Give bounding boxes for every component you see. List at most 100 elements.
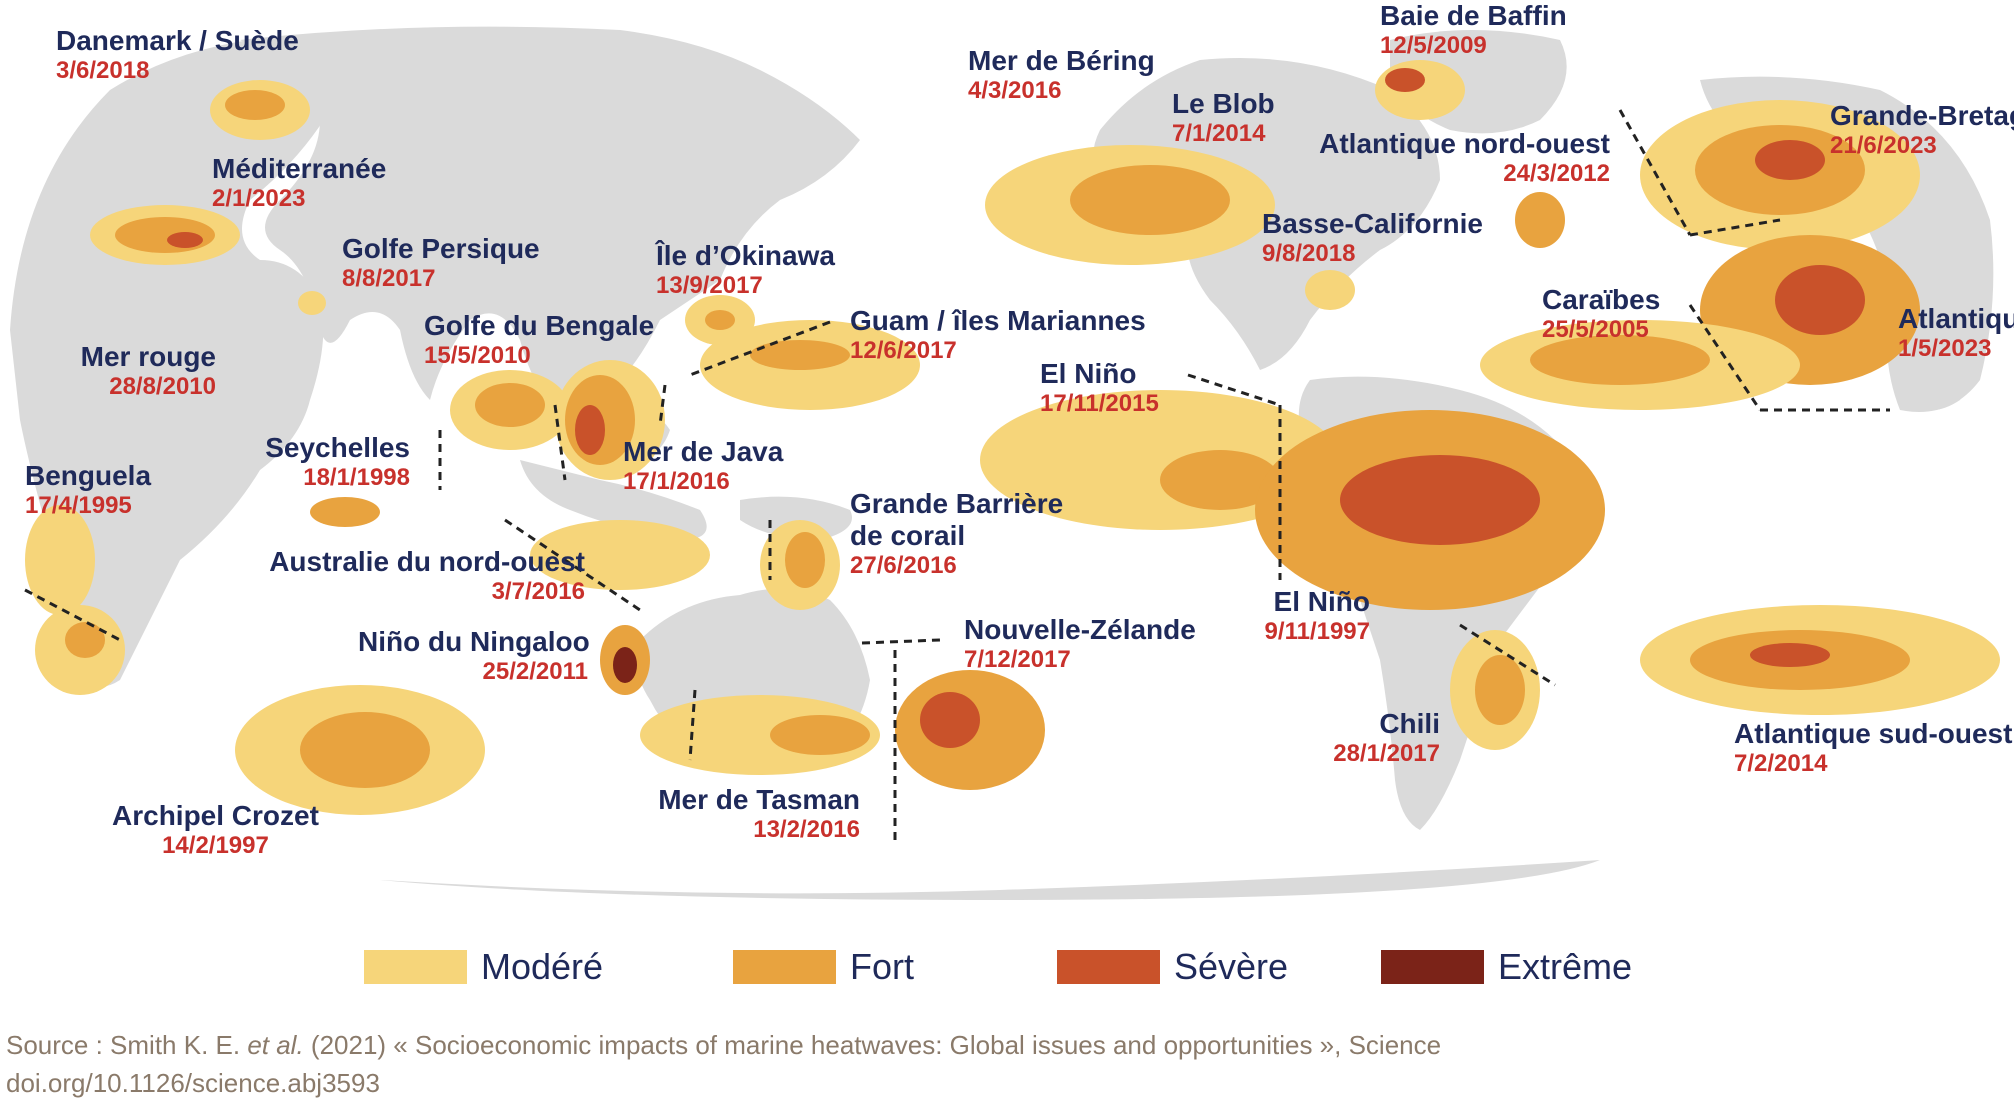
event-name: Basse-Californie xyxy=(1262,208,1483,239)
event-label-persian-gulf: Golfe Persique 8/8/2017 xyxy=(342,233,540,293)
event-date: 25/5/2005 xyxy=(1542,316,1649,344)
event-name: Mer de Java xyxy=(623,436,784,467)
event-label-benguela: Benguela 17/4/1995 xyxy=(25,460,151,520)
event-name: Mer de Tasman xyxy=(658,784,860,815)
event-name: Archipel Crozet xyxy=(112,800,319,831)
event-name: Nouvelle-Zélande xyxy=(964,614,1196,645)
event-name: Mer rouge xyxy=(80,341,216,372)
event-name: Le Blob xyxy=(1172,88,1275,119)
legend-swatch-extreme xyxy=(1381,950,1484,984)
event-label-australia-nw: Australie du nord-ouest 3/7/2016 xyxy=(245,546,585,606)
source-line: Source : Smith K. E. et al. (2021) « Soc… xyxy=(6,1030,1441,1061)
event-name: Atlantique nord-ouest xyxy=(1319,128,1610,159)
event-date: 9/8/2018 xyxy=(1262,240,1356,268)
event-label-red-sea: Mer rouge 28/8/2010 xyxy=(60,341,216,401)
event-label-el-nino-2015: El Niño 17/11/2015 xyxy=(1040,358,1159,418)
event-label-great-britain: Grande-Bretagne 21/6/2023 xyxy=(1830,100,2014,160)
legend-label: Modéré xyxy=(481,946,604,987)
event-date: 13/2/2016 xyxy=(753,816,860,844)
event-name: Mer de Béring xyxy=(968,45,1155,76)
event-label-crozet: Archipel Crozet 14/2/1997 xyxy=(112,800,319,860)
event-date: 12/6/2017 xyxy=(850,337,957,365)
event-name: Grande-Bretagne xyxy=(1830,100,2014,131)
event-name: Benguela xyxy=(25,460,152,491)
event-date: 17/11/2015 xyxy=(1040,390,1159,418)
legend-item-extreme: Extrême xyxy=(1381,946,1632,987)
source-rest: (2021) « Socioeconomic impacts of marine… xyxy=(303,1030,1442,1060)
event-date: 9/11/1997 xyxy=(1264,618,1370,646)
source-prefix: Source : Smith K. E. xyxy=(6,1030,248,1060)
event-date: 21/6/2023 xyxy=(1830,132,1937,160)
land-antarctica xyxy=(380,860,1600,900)
event-name: Golfe du Bengale xyxy=(424,310,655,341)
event-label-new-zealand: Nouvelle-Zélande 7/12/2017 xyxy=(964,614,1196,674)
event-date: 27/6/2016 xyxy=(850,552,957,580)
land-asia xyxy=(240,26,860,421)
event-label-baja: Basse-Californie 9/8/2018 xyxy=(1262,208,1483,268)
event-label-nw-atlantic: Atlantique nord-ouest 24/3/2012 xyxy=(1290,128,1610,188)
event-date: 1/5/2023 xyxy=(1898,335,1992,363)
legend-item-moderate: Modéré xyxy=(364,946,603,987)
event-label-baffin: Baie de Baffin 12/5/2009 xyxy=(1380,0,1567,60)
event-date: 17/4/1995 xyxy=(25,492,132,520)
event-date: 3/7/2016 xyxy=(491,578,585,606)
legend-item-strong: Fort xyxy=(733,946,914,987)
event-date: 28/1/2017 xyxy=(1333,740,1440,768)
leader-lines xyxy=(24,109,1890,840)
legend-swatch-severe xyxy=(1057,950,1160,984)
event-label-sw-atlantic: Atlantique sud-ouest 7/2/2014 xyxy=(1734,718,2012,778)
event-name: Atlantique xyxy=(1898,303,2014,334)
event-date: 7/1/2014 xyxy=(1172,120,1266,148)
event-date: 2/1/2023 xyxy=(212,185,306,213)
land-sea-islands xyxy=(520,460,707,540)
event-label-java: Mer de Java 17/1/2016 xyxy=(623,436,783,496)
event-name: Australie du nord-ouest xyxy=(269,546,585,577)
event-label-atlantic: Atlantique 1/5/2023 xyxy=(1898,303,2014,363)
event-date: 13/9/2017 xyxy=(656,272,763,300)
event-date: 8/8/2017 xyxy=(342,265,436,293)
event-label-mediterranean: Méditerranée 2/1/2023 xyxy=(212,153,386,213)
event-date: 14/2/1997 xyxy=(162,832,269,860)
event-name: Seychelles xyxy=(265,432,410,463)
event-date: 18/1/1998 xyxy=(303,464,410,492)
event-label-bengal: Golfe du Bengale 15/5/2010 xyxy=(424,310,654,370)
event-date: 28/8/2010 xyxy=(109,373,216,401)
event-date: 7/2/2014 xyxy=(1734,750,1828,778)
heatwave-patches xyxy=(25,60,2000,815)
event-date: 25/2/2011 xyxy=(482,658,588,686)
event-date: 17/1/2016 xyxy=(623,468,730,496)
event-date: 15/5/2010 xyxy=(424,342,531,370)
event-name: Méditerranée xyxy=(212,153,387,184)
event-name: Baie de Baffin xyxy=(1380,0,1567,31)
event-name: Guam / îles Mariannes xyxy=(850,305,1146,336)
event-name: El Niño xyxy=(1040,358,1137,389)
event-label-el-nino-1997: El Niño 9/11/1997 xyxy=(1250,586,1370,646)
source-etal: et al. xyxy=(247,1030,304,1060)
event-date: 7/12/2017 xyxy=(964,646,1071,674)
world-map xyxy=(10,26,2000,900)
land-africa-east xyxy=(1898,240,1990,410)
event-name: Niño du Ningaloo xyxy=(358,626,590,657)
event-label-okinawa: Île d’Okinawa 13/9/2017 xyxy=(656,240,835,300)
event-name: Danemark / Suède xyxy=(56,25,299,56)
legend-swatch-strong xyxy=(733,950,836,984)
event-name: Golfe Persique xyxy=(342,233,540,264)
legend-swatch-moderate xyxy=(364,950,467,984)
event-name: Caraïbes xyxy=(1542,284,1661,315)
event-label-blob: Le Blob 7/1/2014 xyxy=(1172,88,1275,148)
legend-label: Sévère xyxy=(1174,946,1289,987)
event-label-seychelles: Seychelles 18/1/1998 xyxy=(250,432,410,492)
event-name: Île d’Okinawa xyxy=(656,240,835,271)
event-name: Chili xyxy=(1379,708,1440,739)
event-name: Grande Barrière de corail xyxy=(850,488,1064,552)
event-name: El Niño xyxy=(1273,586,1370,617)
event-label-ningaloo: Niño du Ningaloo 25/2/2011 xyxy=(358,626,590,686)
event-label-denmark: Danemark / Suède 3/6/2018 xyxy=(56,25,299,85)
legend-label: Extrême xyxy=(1498,946,1633,987)
event-label-bering: Mer de Béring 4/3/2016 xyxy=(968,45,1155,105)
event-name: Atlantique sud-ouest xyxy=(1734,718,2013,749)
event-label-chile: Chili 28/1/2017 xyxy=(1300,708,1440,768)
legend-label: Fort xyxy=(850,946,915,987)
legend-item-severe: Sévère xyxy=(1057,946,1288,987)
